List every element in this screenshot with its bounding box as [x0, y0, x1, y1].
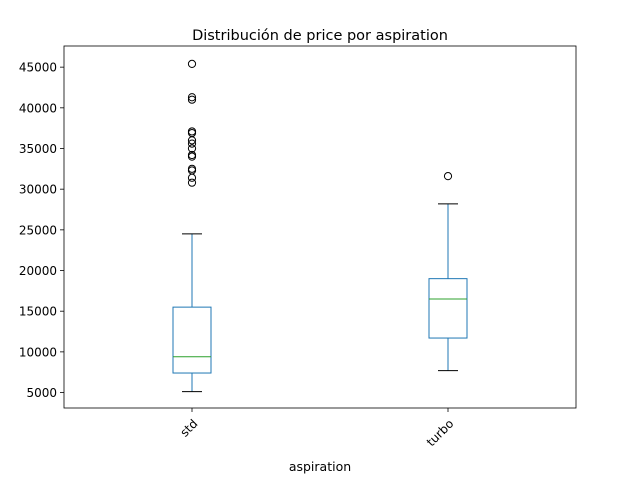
y-tick-label: 10000 [19, 345, 57, 359]
box-turbo [428, 278, 468, 339]
plot-area: 5000 10000 15000 20000 25000 30000 35000 40000 4… [19, 45, 577, 450]
y-tick-label: 25000 [19, 223, 57, 237]
x-tick-label: turbo [424, 417, 457, 450]
plot-frame [63, 45, 577, 409]
y-tick-label: 40000 [19, 101, 57, 115]
outlier-point [187, 150, 197, 160]
x-tick-label: std [177, 417, 200, 440]
outlier-point [443, 172, 453, 181]
chart-title: Distribución de price por aspiration [192, 28, 448, 44]
outlier-point [187, 144, 197, 153]
outlier-point [187, 173, 197, 182]
y-tick-label: 35000 [19, 142, 57, 156]
y-tick-label: 45000 [19, 61, 57, 75]
outlier-point [187, 95, 197, 104]
outlier-point [187, 139, 197, 148]
outlier-point [187, 127, 197, 136]
outlier-point [187, 152, 197, 161]
y-tick-label: 15000 [19, 305, 57, 319]
y-tick-label: 5000 [26, 386, 57, 400]
outlier-point [187, 178, 197, 187]
outlier-point [187, 59, 197, 68]
outlier-point [187, 166, 197, 175]
outlier-point [187, 93, 197, 102]
box-std [172, 306, 212, 374]
y-tick-label: 30000 [19, 183, 57, 197]
outlier-point [187, 164, 197, 173]
outlier-point [187, 128, 197, 138]
x-axis-label: aspiration [289, 459, 351, 474]
y-tick-label: 20000 [19, 264, 57, 278]
